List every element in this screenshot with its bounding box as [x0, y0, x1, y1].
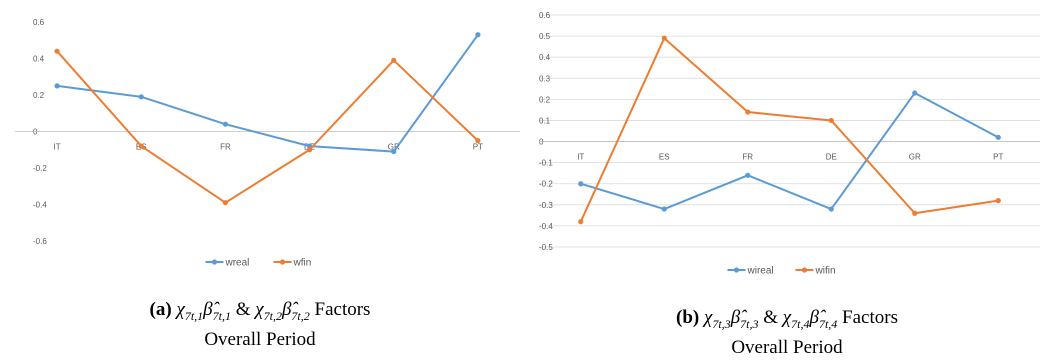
- b-point-wifin: [578, 219, 584, 225]
- caption-b-word: Factors: [842, 307, 898, 328]
- b-ytick-label: -0.1: [539, 159, 553, 168]
- b-ytick-label: 0.1: [539, 116, 551, 125]
- caption-b-line2: Overall Period: [731, 336, 843, 358]
- caption-a: (a) χ7t,1β̂7t,1 & χ7t,2β̂7t,2 Factors Ov…: [60, 298, 460, 352]
- b-ytick-label: -0.5: [539, 243, 553, 252]
- b-legend-marker-wifin: [801, 267, 808, 273]
- b-ytick-label: 0.5: [539, 32, 551, 41]
- b-point-wireal: [661, 206, 667, 212]
- b-ytick-label: 0.6: [539, 11, 551, 20]
- b-point-wifin: [745, 109, 751, 115]
- a-xtick-label: FR: [220, 143, 231, 152]
- caption-b-sub1: 7t,3: [712, 316, 731, 331]
- a-xtick-label: IT: [54, 143, 61, 152]
- b-point-wifin: [828, 117, 834, 124]
- b-point-wifin: [995, 198, 1001, 204]
- a-ytick-label: -0.6: [33, 237, 47, 246]
- a-ytick-label: -0.4: [33, 201, 47, 210]
- a-point-wfin: [475, 138, 481, 144]
- a-xtick-label: PT: [473, 143, 483, 152]
- a-ytick-label: 0.4: [33, 55, 45, 64]
- a-ytick-label: 0.2: [33, 91, 45, 100]
- a-point-wreal: [54, 83, 60, 89]
- caption-b-line1: (b) χ7t,3β̂7t,3 & χ7t,4β̂7t,4 Factors: [582, 306, 992, 336]
- caption-a-beta2: β̂: [281, 299, 292, 320]
- a-point-wfin: [391, 57, 397, 63]
- b-ytick-label: -0.3: [539, 201, 553, 210]
- b-ytick-label: -0.4: [539, 222, 553, 231]
- b-xtick-label: DE: [826, 153, 837, 162]
- caption-b-sub2: 7t,3: [740, 316, 759, 331]
- b-ytick-label: 0.3: [539, 74, 551, 83]
- b-xtick-label: ES: [659, 153, 670, 162]
- b-ytick-label: 0.2: [539, 95, 551, 104]
- caption-a-sub2: 7t,1: [212, 308, 231, 323]
- b-legend-label-wireal: wireal: [747, 266, 774, 277]
- caption-a-beta1: β̂: [203, 299, 213, 320]
- line-chart-b: 0.6 0.5 0.4 0.3 0.2 0.1 0 -0.1 -0.2 -0.3 -0.4 -0.5 I…: [539, 11, 1040, 277]
- caption-a-chi2: χ: [255, 299, 264, 320]
- a-legend-marker-wreal: [211, 259, 218, 265]
- b-series-line-wifin: [579, 37, 999, 223]
- caption-a-tag: (a): [149, 299, 172, 320]
- b-xtick-label: GR: [909, 153, 921, 162]
- chart-panel-b: 0.6 0.5 0.4 0.3 0.2 0.1 0 -0.1 -0.2 -0.3 -0.4 -0.5 I…: [522, 0, 1044, 362]
- a-point-wreal: [138, 94, 144, 100]
- chart-panel-a: 0.60.40.20-0.2-0.4-0.6ITESFRDEGRPTwrealw…: [0, 0, 520, 362]
- b-xtick-label: IT: [577, 153, 584, 162]
- caption-b-tag: (b): [676, 307, 700, 328]
- a-point-wfin: [54, 48, 60, 54]
- caption-b-beta2: β̂: [809, 307, 819, 328]
- b-ytick-label: 0: [539, 138, 544, 147]
- a-point-wreal: [475, 32, 481, 38]
- caption-b-chi1: χ: [703, 307, 713, 328]
- a-point-wreal: [391, 148, 397, 155]
- a-xtick-label: GR: [388, 143, 400, 152]
- a-legend-label-wreal: wreal: [225, 258, 250, 269]
- caption-a-chi1: χ: [176, 299, 185, 320]
- caption-b-beta1: β̂: [730, 307, 741, 328]
- b-point-wireal: [745, 172, 751, 178]
- a-ytick-label: 0: [33, 128, 38, 137]
- caption-a-line1: (a) χ7t,1β̂7t,1 & χ7t,2β̂7t,2 Factors: [60, 298, 460, 328]
- caption-b-amp: &: [763, 307, 779, 328]
- b-legend-marker-wireal: [733, 267, 740, 273]
- caption-a-word: Factors: [314, 299, 371, 320]
- caption-a-sub4: 7t,2: [291, 308, 310, 323]
- b-point-wifin: [661, 35, 667, 41]
- b-point-wireal: [828, 206, 834, 212]
- a-point-wreal: [222, 121, 229, 127]
- caption-a-amp: &: [235, 299, 251, 320]
- a-point-wfin: [222, 200, 229, 206]
- caption-b-sub3: 7t,4: [791, 316, 810, 331]
- a-ytick-label: -0.2: [33, 164, 47, 173]
- caption-a-line2: Overall Period: [204, 328, 316, 350]
- caption-b-chi2: χ: [782, 307, 792, 328]
- caption-a-sub3: 7t,2: [263, 308, 282, 323]
- caption-a-sub1: 7t,1: [184, 308, 204, 323]
- a-legend-marker-wfin: [279, 259, 286, 265]
- b-xtick-label: PT: [993, 153, 1003, 162]
- b-ytick-label: 0.4: [539, 53, 551, 62]
- b-legend-label-wifin: wifin: [815, 266, 836, 277]
- b-point-wireal: [995, 134, 1001, 140]
- a-series-line-wreal: [56, 34, 479, 153]
- b-point-wifin: [912, 210, 918, 216]
- b-xtick-label: FR: [742, 153, 753, 162]
- b-series-line-wireal: [580, 92, 999, 211]
- a-series-line-wfin: [56, 50, 479, 204]
- b-ytick-label: -0.2: [539, 180, 553, 189]
- b-point-wireal: [912, 90, 918, 96]
- caption-b: (b) χ7t,3β̂7t,3 & χ7t,4β̂7t,4 Factors Ov…: [582, 306, 992, 360]
- a-ytick-label: 0.6: [33, 18, 45, 27]
- line-chart-a: 0.60.40.20-0.2-0.4-0.6ITESFRDEGRPTwrealw…: [15, 18, 520, 269]
- a-legend-label-wfin: wfin: [293, 258, 312, 269]
- a-point-wfin: [306, 147, 313, 153]
- caption-b-sub4: 7t,4: [818, 316, 838, 331]
- b-point-wireal: [578, 181, 584, 187]
- a-point-wfin: [138, 143, 144, 149]
